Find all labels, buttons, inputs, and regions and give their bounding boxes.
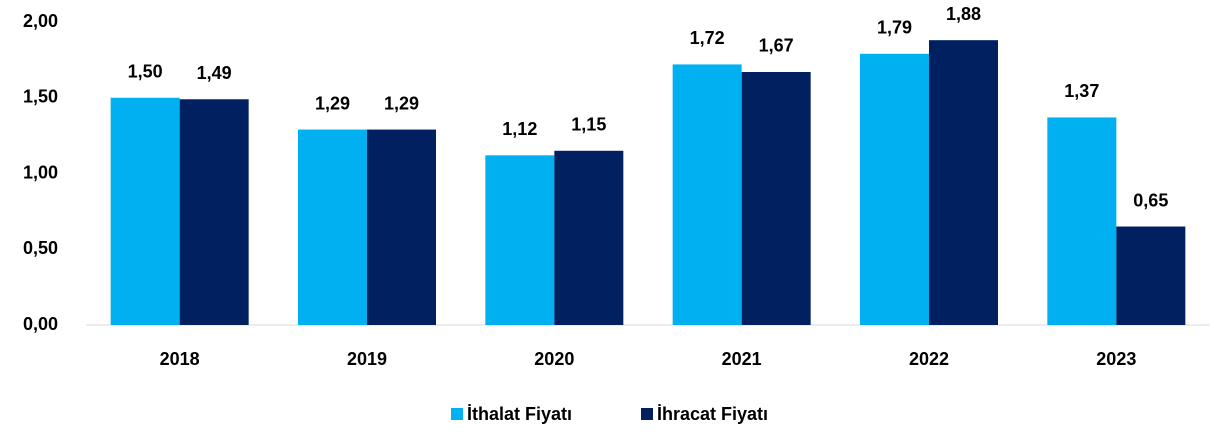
data-label: 1,67 [759, 36, 794, 56]
y-tick-label: 0,50 [23, 238, 58, 258]
data-label: 1,49 [197, 63, 232, 83]
data-label: 1,12 [502, 119, 537, 139]
y-tick-label: 0,00 [23, 314, 58, 334]
bar [110, 97, 180, 325]
data-label: 1,72 [690, 28, 725, 48]
x-tick-label: 2018 [160, 349, 200, 369]
x-tick-label: 2023 [1096, 349, 1136, 369]
bar [672, 64, 742, 326]
data-label: 1,50 [128, 62, 163, 82]
bar [298, 129, 367, 325]
y-tick-label: 1,00 [23, 162, 58, 182]
bar [1047, 117, 1117, 325]
x-tick-label: 2020 [534, 349, 574, 369]
data-label: 1,88 [946, 4, 981, 24]
legend-swatch [451, 408, 463, 420]
bar [929, 40, 998, 326]
bar [485, 155, 555, 325]
legend-label: İthalat Fiyatı [467, 404, 572, 424]
data-label: 1,29 [315, 93, 350, 113]
data-label: 1,79 [877, 18, 912, 38]
bar [554, 150, 624, 325]
x-tick-label: 2019 [347, 349, 387, 369]
data-label: 1,37 [1064, 81, 1099, 101]
y-tick-label: 1,50 [23, 87, 58, 107]
x-tick-label: 2022 [909, 349, 949, 369]
bar [367, 129, 436, 325]
data-label: 0,65 [1133, 190, 1168, 210]
bar [860, 53, 929, 325]
bar [741, 71, 811, 326]
legend-label: İhracat Fiyatı [657, 404, 768, 424]
legend-swatch [641, 408, 653, 420]
data-label: 1,29 [384, 93, 419, 113]
bar [1116, 226, 1186, 325]
y-tick-label: 2,00 [23, 11, 58, 31]
x-tick-label: 2021 [722, 349, 762, 369]
data-label: 1,15 [571, 115, 606, 135]
bar [179, 99, 249, 325]
